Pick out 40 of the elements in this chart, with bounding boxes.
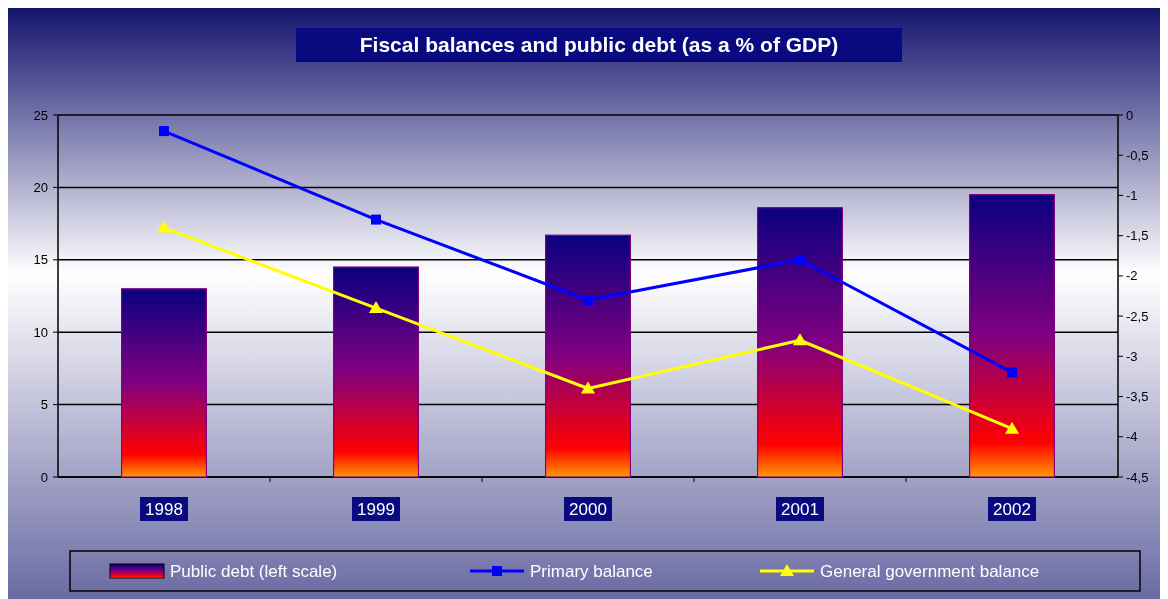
- x-tick-label: 2000: [569, 499, 607, 519]
- bar: [757, 207, 843, 478]
- bar: [545, 234, 631, 478]
- point: [795, 254, 805, 265]
- point: [793, 333, 807, 346]
- y2-tick-label: -3: [1126, 348, 1138, 364]
- chart-title: Fiscal balances and public debt (as a % of GDP): [359, 33, 839, 57]
- x-tick-label: 1999: [357, 499, 395, 519]
- point: [583, 295, 593, 306]
- y2-tick-label: -3,5: [1126, 389, 1149, 405]
- y2-tick-label: -0,5: [1126, 147, 1149, 163]
- bar: [121, 288, 207, 478]
- y2-tick-label: 0: [1126, 107, 1134, 123]
- y2-tick-label: -2: [1126, 268, 1138, 284]
- legend-label: Primary balance: [530, 561, 653, 581]
- point: [157, 220, 171, 233]
- x-tick-label: 2001: [781, 499, 819, 519]
- y-tick-label: 15: [33, 252, 48, 268]
- legend-label: General government balance: [820, 561, 1040, 581]
- y-tick-label: 0: [40, 469, 48, 485]
- legend-label: Public debt (left scale): [170, 561, 338, 581]
- x-tick-label: 1998: [145, 499, 183, 519]
- x-tick-label: 2002: [993, 499, 1031, 519]
- point: [369, 301, 383, 314]
- point: [159, 126, 169, 137]
- y2-tick-label: -1,5: [1126, 228, 1149, 244]
- y2-tick-label: -4: [1126, 429, 1138, 445]
- y-tick-label: 5: [40, 397, 48, 413]
- bar: [969, 194, 1055, 478]
- y2-tick-label: -4,5: [1126, 469, 1149, 485]
- y-tick-label: 20: [33, 179, 48, 195]
- y-tick-label: 25: [33, 107, 48, 123]
- point: [371, 214, 381, 225]
- point: [1005, 421, 1019, 434]
- point: [1007, 367, 1017, 378]
- point: [581, 381, 595, 394]
- y2-tick-label: -1: [1126, 187, 1138, 203]
- bar: [333, 266, 419, 478]
- y-tick-label: 10: [33, 324, 48, 340]
- y2-tick-label: -2,5: [1126, 308, 1149, 324]
